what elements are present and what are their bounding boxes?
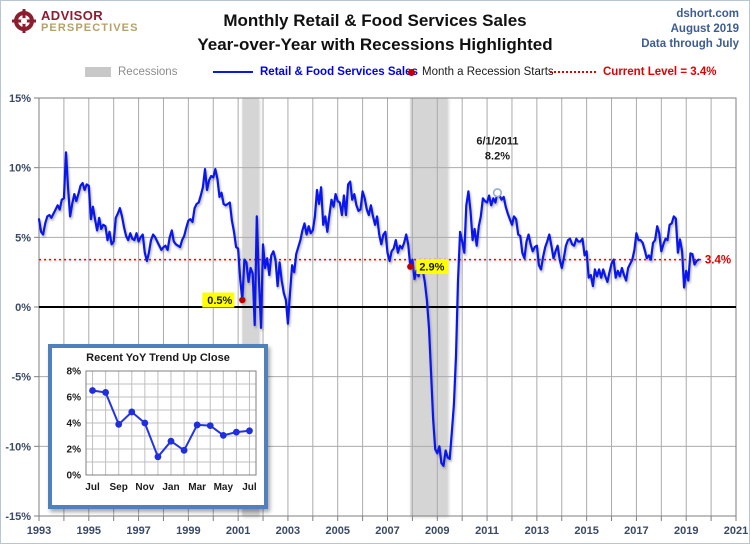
inset-x-label: Mar [188, 482, 206, 493]
source-date: August 2019 [670, 23, 739, 35]
peak-value-label: 8.2% [485, 151, 510, 163]
source-data-through: Data through July [641, 38, 739, 50]
series-line-swatch-icon [213, 71, 253, 73]
inset-data-point [219, 431, 227, 439]
legend-series-label: Retail & Food Services Sales [260, 66, 418, 78]
inset-data-point [89, 387, 96, 394]
x-axis-label: 2021 [724, 525, 748, 537]
inset-x-label: Nov [135, 482, 154, 493]
x-axis-label: 2009 [425, 525, 449, 537]
x-axis-label: 2007 [375, 525, 399, 537]
inset-data-point [141, 419, 149, 427]
x-axis-label: 1997 [126, 525, 150, 537]
inset-data-point [206, 422, 214, 429]
legend-recessions-label: Recessions [118, 66, 178, 78]
y-axis-label: 0% [15, 302, 31, 314]
inset-data-point [193, 421, 201, 429]
compass-logo-icon [12, 9, 36, 33]
x-axis-label: 2013 [525, 525, 549, 537]
x-axis-label: 2005 [325, 525, 349, 537]
annotation-label: 2.9% [419, 262, 444, 274]
inset-data-point [246, 427, 253, 435]
x-axis-label: 2011 [475, 525, 499, 537]
inset-y-label: 8% [67, 367, 82, 378]
inset-y-label: 2% [67, 445, 82, 456]
recession-start-dot [239, 296, 246, 304]
y-axis-label: -10% [5, 441, 31, 453]
inset-x-label: Jul [242, 482, 257, 493]
x-axis-label: 2015 [574, 525, 598, 537]
inset-y-label: 4% [67, 419, 82, 430]
inset-data-point [154, 453, 162, 461]
x-axis-label: 2001 [226, 525, 250, 537]
legend-recession-start-label: Month a Recession Starts [422, 66, 554, 78]
annotation-highlight [416, 259, 449, 275]
legend-item-recessions: Recessions [85, 66, 177, 78]
x-axis-label: 2017 [624, 525, 648, 537]
advisor-perspectives-logo: ADVISOR PERSPECTIVES [11, 8, 139, 34]
inset-data-point [102, 389, 110, 396]
y-axis-label: -5% [11, 372, 31, 384]
peak-date-label: 6/1/2011 [476, 136, 518, 148]
y-axis-label: 10% [9, 163, 31, 175]
current-level-value-label: 3.4% [705, 255, 731, 267]
legend-item-current-level: Current Level = 3.4% [550, 66, 716, 78]
annotation-label: 0.5% [207, 295, 232, 307]
inset-data-point [232, 428, 240, 436]
sales-yoy-line [37, 151, 700, 467]
x-axis-label: 1999 [176, 525, 200, 537]
inset-data-point [115, 420, 123, 428]
page-title: Monthly Retail & Food Services Sales Yea… [131, 9, 619, 57]
annotation-highlight [202, 292, 235, 308]
current-level-dotted-icon [550, 71, 596, 73]
inset-title: Recent YoY Trend Up Close [86, 352, 230, 364]
inset-data-point [128, 408, 136, 416]
inset-x-label: Jul [85, 482, 100, 493]
inset-data-point [180, 446, 188, 454]
logo-perspectives-text: PERSPECTIVES [41, 21, 139, 34]
inset-data-point [167, 437, 175, 445]
y-axis-label: -15% [5, 511, 31, 523]
inset-x-label: Jan [162, 482, 179, 493]
source-block: dshort.com August 2019 Data through July [641, 7, 739, 52]
main-chart: 0.5% 2.9% 6/1/2011 8.2% 3.4% 1993 1995 1997 1999… [5, 93, 748, 537]
y-axis-label: 5% [15, 232, 31, 244]
x-axis-label: 1995 [77, 525, 101, 537]
source-site: dshort.com [676, 8, 739, 20]
inset-x-label: Sep [110, 482, 128, 493]
legend-item-series: Retail & Food Services Sales [213, 66, 418, 78]
inset-chart-panel: Recent YoY Trend Up Close 8% 6% 4% 2% 0% Jul S… [48, 344, 268, 509]
inset-y-label: 6% [67, 393, 82, 404]
inset-y-label: 0% [67, 471, 82, 482]
title-line-2: Year-over-Year with Recessions Highlight… [197, 35, 553, 54]
legend-current-level-label: Current Level = 3.4% [603, 66, 717, 78]
logo-advisor-text: ADVISOR [41, 7, 104, 23]
recession-start-dot-icon [408, 68, 415, 76]
x-axis-label: 1993 [27, 525, 51, 537]
inset-plot-border [85, 370, 257, 476]
recession-swatch-icon [85, 67, 111, 77]
x-axis-label: 2019 [674, 525, 698, 537]
recession-start-dot [407, 263, 414, 270]
inset-x-label: May [214, 482, 234, 493]
y-axis-label: 15% [9, 93, 31, 105]
legend-item-recession-start: Month a Recession Starts [408, 66, 554, 78]
x-axis-label: 2003 [276, 525, 300, 537]
peak-marker [492, 188, 503, 198]
inset-chart: 8%6%4%2%0%Jul Sep Nov Jan Mar May Jul [67, 367, 257, 494]
title-line-1: Monthly Retail & Food Services Sales [223, 11, 527, 30]
